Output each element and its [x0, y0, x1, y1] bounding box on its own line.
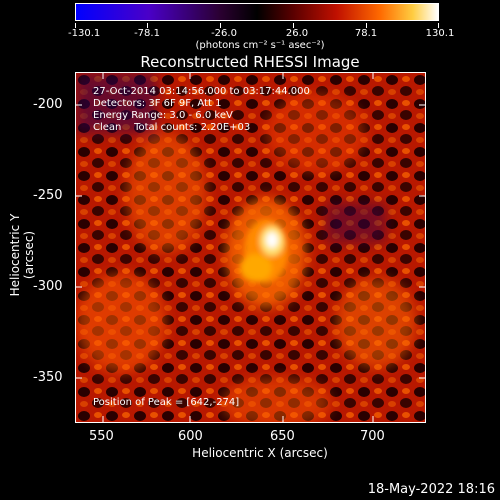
x-tick-label: 650	[270, 429, 295, 444]
y-tick-label: -300	[33, 279, 63, 294]
rhessi-image	[75, 72, 426, 423]
footer-timestamp: 18-May-2022 18:16	[367, 482, 495, 497]
image-title: Reconstructed RHESSI Image	[140, 53, 360, 71]
flare-source	[240, 219, 288, 283]
colorbar-tick-label: 130.1	[425, 28, 455, 39]
info-clean: Clean Total counts: 2.20E+03	[93, 122, 251, 133]
x-tick-label: 600	[178, 429, 203, 444]
colorbar-tick-label: 26.0	[285, 28, 309, 39]
y-axis-label: Heliocentric Y (arcsec)	[8, 213, 36, 297]
colorbar-tick	[293, 23, 294, 28]
y-tick-label: -250	[33, 188, 63, 203]
y-tick-label: -350	[33, 370, 63, 385]
info-energy: Energy Range: 3.0 - 6.0 keV	[93, 110, 233, 121]
info-time-range: 27-Oct-2014 03:14:56.000 to 03:17:44.000	[93, 86, 310, 97]
info-peak-position: Position of Peak = [642,-274]	[93, 397, 240, 408]
image-canvas	[76, 73, 425, 422]
colorbar-units: (photons cm⁻² s⁻¹ asec⁻²)	[195, 40, 325, 51]
y-tick-label: -200	[33, 97, 63, 112]
colorbar-tick-label: 78.1	[354, 28, 378, 39]
x-tick-label: 700	[360, 429, 385, 444]
colorbar-tick	[220, 23, 221, 28]
colorbar-tick-label: -26.0	[211, 28, 237, 39]
info-detectors: Detectors: 3F 6F 9F, Att 1	[93, 98, 222, 109]
x-axis-label: Heliocentric X (arcsec)	[192, 446, 328, 460]
colorbar-tick	[75, 23, 76, 28]
x-tick-label: 550	[89, 429, 114, 444]
colorbar-tick-label: -78.1	[134, 28, 160, 39]
colorbar-tick	[438, 23, 439, 28]
colorbar-tick	[366, 23, 367, 28]
colorbar	[75, 3, 439, 21]
emission-structure	[76, 73, 416, 422]
colorbar-tick-label: -130.1	[68, 28, 101, 39]
colorbar-tick	[147, 23, 148, 28]
